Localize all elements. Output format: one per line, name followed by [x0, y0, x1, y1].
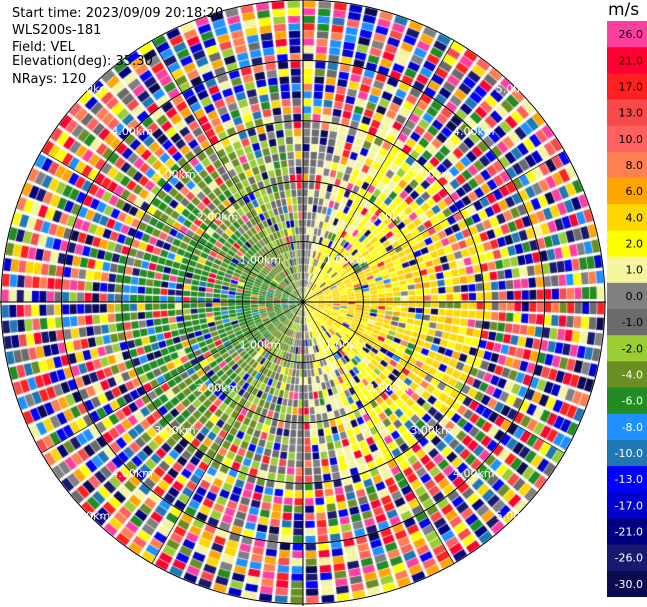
- range-ring: [242, 241, 364, 363]
- ring-label: 3.00km: [154, 168, 196, 181]
- range-ring: [181, 180, 425, 424]
- colorbar-tick-label: -1.0: [622, 316, 643, 329]
- range-ring: [0, 0, 606, 605]
- colorbar-tick-label: 0.0: [626, 290, 644, 303]
- colorbar-tick-label: -30.0: [615, 578, 643, 591]
- azimuth-spoke: [41, 150, 304, 303]
- colorbar-tick-label: -8.0: [622, 421, 643, 434]
- start-time-label: Start time: 2023/09/09 20:18:20: [12, 6, 224, 21]
- colorbar-swatch: [607, 439, 647, 467]
- colorbar-swatch: [607, 335, 647, 362]
- azimuth-spoke: [41, 301, 304, 454]
- azimuth-spoke: [302, 150, 565, 303]
- ring-label: 3.00km: [410, 424, 452, 437]
- ring-label: 5.00km: [496, 510, 538, 523]
- colorbar-tick-label: 8.0: [626, 159, 644, 172]
- colorbar-swatch: [607, 125, 647, 153]
- colorbar-unit: m/s: [608, 0, 640, 20]
- colorbar-tick-label: 4.0: [626, 211, 644, 224]
- ring-label: 1.00km: [325, 253, 367, 266]
- colorbar-tick-label: -13.0: [615, 473, 643, 486]
- colorbar-tick-label: 13.0: [619, 107, 644, 120]
- colorbar-tick-label: 1.0: [626, 264, 644, 277]
- colorbar-swatch: [607, 204, 647, 231]
- colorbar-tick-label: 21.0: [619, 54, 644, 67]
- elevation-label: Elevation(deg): 35.30: [12, 54, 153, 69]
- azimuth-spoke: [302, 40, 455, 303]
- ring-label: 2.00km: [368, 381, 410, 394]
- ring-label: 3.00km: [154, 424, 196, 437]
- colorbar-tick-label: 26.0: [619, 28, 644, 41]
- colorbar-swatch: [607, 21, 647, 48]
- colorbar: 26.0 21.0 17.0 13.0 10.0 8.0 6.0 4.0 2.0 1.0 0.0 -1…: [607, 21, 647, 597]
- azimuth-spoke: [302, 301, 455, 564]
- colorbar-swatch: [607, 230, 647, 258]
- ring-label: 4.00km: [111, 467, 153, 480]
- colorbar-swatch: [607, 413, 647, 441]
- colorbar-swatch: [607, 99, 647, 127]
- ring-label: 1.00km: [325, 339, 367, 352]
- ring-label: 2.00km: [197, 211, 239, 224]
- ring-label: 2.00km: [197, 381, 239, 394]
- colorbar-swatch: [607, 492, 647, 519]
- azimuth-spoke: [151, 301, 304, 564]
- colorbar-tick-label: -6.0: [622, 395, 643, 408]
- ring-label: 2.00km: [368, 211, 410, 224]
- colorbar-tick-label: 2.0: [626, 238, 644, 251]
- azimuth-spoke: [151, 40, 304, 303]
- colorbar-swatch: [607, 309, 647, 336]
- colorbar-tick-label: -4.0: [622, 368, 643, 381]
- ring-label: 4.00km: [453, 467, 495, 480]
- nrays-label: NRays: 120: [12, 72, 87, 87]
- site-label: WLS200s-181: [12, 23, 102, 38]
- colorbar-swatch: [607, 544, 647, 572]
- colorbar-swatch: [607, 282, 647, 310]
- colorbar-swatch: [607, 570, 647, 597]
- colorbar-swatch: [607, 151, 647, 179]
- colorbar-tick-label: -26.0: [615, 552, 643, 565]
- colorbar-tick-label: -21.0: [615, 526, 643, 539]
- range-ring: [121, 120, 485, 484]
- ring-label: 1.00km: [240, 339, 282, 352]
- ring-label: 4.00km: [111, 125, 153, 138]
- ring-label: 5.00km: [69, 82, 111, 95]
- ring-label: 5.00km: [496, 82, 538, 95]
- colorbar-swatch: [607, 387, 647, 415]
- azimuth-spoke: [302, 301, 565, 454]
- colorbar-swatch: [607, 73, 647, 101]
- colorbar-tick-label: 17.0: [619, 80, 644, 93]
- ring-label: 3.00km: [410, 168, 452, 181]
- ring-label: 4.00km: [453, 125, 495, 138]
- colorbar-tick-label: -17.0: [615, 499, 643, 512]
- colorbar-swatch: [607, 256, 647, 284]
- field-label: Field: VEL: [12, 40, 75, 55]
- colorbar-swatch: [607, 466, 647, 493]
- colorbar-swatch: [607, 178, 647, 205]
- colorbar-swatch: [607, 47, 647, 74]
- range-ring: [60, 59, 546, 545]
- colorbar-tick-label: -2.0: [622, 342, 643, 355]
- ring-label: 5.00km: [69, 510, 111, 523]
- colorbar-swatch: [607, 361, 647, 389]
- colorbar-tick-label: 10.0: [619, 133, 644, 146]
- colorbar-tick-label: 6.0: [626, 185, 644, 198]
- ring-label: 1.00km: [240, 253, 282, 266]
- colorbar-swatch: [607, 518, 647, 546]
- colorbar-tick-label: -10.0: [615, 447, 643, 460]
